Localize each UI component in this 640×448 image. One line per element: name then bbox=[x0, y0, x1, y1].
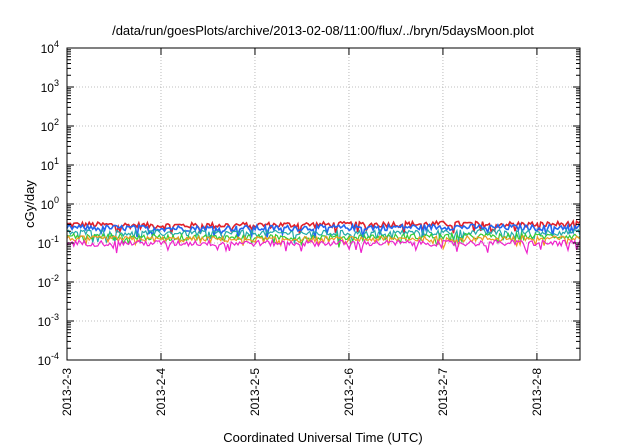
x-tick-label: 2013-2-7 bbox=[436, 368, 450, 416]
x-axis-label: Coordinated Universal Time (UTC) bbox=[223, 430, 422, 445]
series-group bbox=[66, 219, 581, 256]
x-tick-label: 2013-2-5 bbox=[248, 368, 262, 416]
y-tick-label: 103 bbox=[41, 78, 59, 95]
y-tick-label: 104 bbox=[41, 39, 59, 56]
y-axis-label: cGy/day bbox=[22, 180, 37, 228]
x-tick-label: 2013-2-8 bbox=[530, 368, 544, 416]
series-line bbox=[66, 227, 581, 244]
y-tick-label: 102 bbox=[41, 117, 59, 134]
x-tick-label: 2013-2-3 bbox=[60, 368, 74, 416]
series-line bbox=[66, 238, 581, 256]
y-tick-label: 100 bbox=[41, 195, 59, 212]
x-tick-label: 2013-2-6 bbox=[342, 368, 356, 416]
series-line bbox=[66, 231, 581, 248]
axis-ticks: 10-4 10-3 10-2 10-1 100 101 102 103 104 2013-2-3 2… bbox=[38, 39, 580, 416]
x-tick-label: 2013-2-4 bbox=[154, 368, 168, 416]
chart-title: /data/run/goesPlots/archive/2013-02-08/1… bbox=[112, 23, 534, 38]
y-tick-label: 10-3 bbox=[38, 312, 59, 329]
y-tick-label: 101 bbox=[41, 156, 59, 173]
grid-lines bbox=[67, 48, 580, 360]
plot-frame bbox=[66, 47, 581, 361]
y-tick-label: 10-2 bbox=[38, 273, 59, 290]
y-tick-label: 10-1 bbox=[38, 234, 59, 251]
y-tick-label: 10-4 bbox=[38, 351, 59, 368]
